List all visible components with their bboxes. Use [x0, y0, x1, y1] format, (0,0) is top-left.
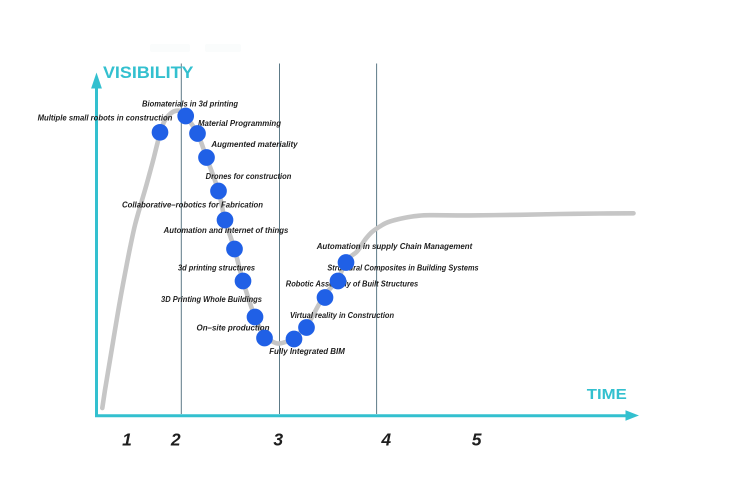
svg-text:2: 2 [170, 429, 181, 449]
svg-text:3: 3 [273, 429, 283, 449]
svg-text:Automation in supply Chain Man: Automation in supply Chain Management [316, 241, 474, 251]
svg-text:Collaborative–robotics for Fab: Collaborative–robotics for Fabrication [122, 200, 263, 210]
svg-text:Fully Integrated BIM: Fully Integrated BIM [269, 346, 345, 356]
svg-text:Multiple small robots in const: Multiple small robots in construction [38, 113, 173, 123]
svg-text:Automation and internet of thi: Automation and internet of things [163, 225, 289, 235]
svg-text:4: 4 [380, 429, 391, 449]
svg-text:1: 1 [122, 429, 132, 449]
svg-text:3d printing structures: 3d printing structures [178, 263, 255, 273]
svg-text:VISIBILITY: VISIBILITY [103, 64, 194, 82]
svg-text:Drones for construction: Drones for construction [206, 171, 292, 181]
svg-text:Structural Composites in Build: Structural Composites in Building System… [327, 263, 478, 273]
svg-text:Material Programming: Material Programming [198, 118, 282, 128]
svg-text:Augmented materiality: Augmented materiality [210, 139, 298, 149]
svg-text:3D Printing Whole Buildings: 3D Printing Whole Buildings [161, 294, 262, 304]
svg-text:Virtual reality in Constructio: Virtual reality in Construction [290, 310, 394, 320]
svg-text:5: 5 [472, 429, 482, 449]
svg-text:On–site production: On–site production [197, 323, 270, 333]
svg-text:Robotic Assembly of Built Stru: Robotic Assembly of Built Structures [286, 279, 419, 289]
svg-text:Biomaterials in 3d printing: Biomaterials in 3d printing [142, 99, 239, 109]
svg-text:TIME: TIME [587, 386, 627, 403]
